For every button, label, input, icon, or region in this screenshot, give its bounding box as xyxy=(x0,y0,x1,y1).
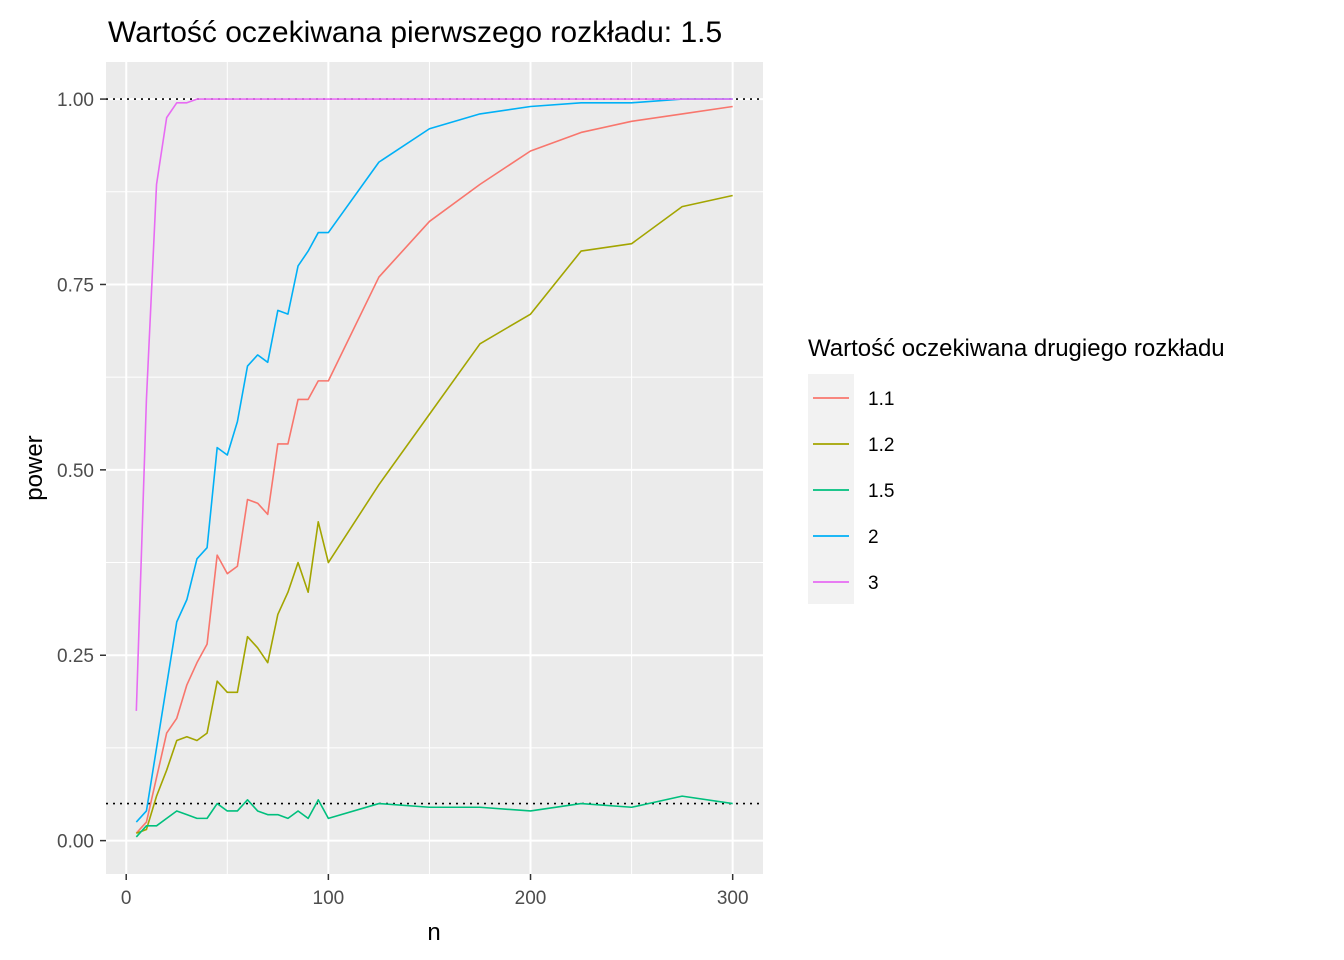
x-tick-label: 300 xyxy=(717,888,749,909)
minor-grid xyxy=(106,62,763,874)
y-axis-title: power xyxy=(21,435,48,500)
x-tick-label: 200 xyxy=(515,888,547,909)
legend-key-background xyxy=(808,374,854,604)
x-axis: 0 100 200 300 xyxy=(121,874,749,909)
y-tick-label: 0.75 xyxy=(57,275,94,296)
series-line-2 xyxy=(135,98,733,823)
series-line-1-5 xyxy=(135,795,733,838)
chart-title: Wartość oczekiwana pierwszego rozkładu: … xyxy=(108,16,722,49)
legend-label: 1.5 xyxy=(868,481,894,502)
y-tick-label: 0.50 xyxy=(57,461,94,482)
plot-panel xyxy=(106,62,763,874)
legend-label: 1.2 xyxy=(868,435,894,456)
x-tick-label: 0 xyxy=(121,888,132,909)
series-line-1-2 xyxy=(136,194,733,834)
series-line-1-1 xyxy=(135,105,733,834)
series-line-3 xyxy=(135,98,733,711)
legend-title: Wartość oczekiwana drugiego rozkładu xyxy=(808,335,1225,362)
legend: Wartość oczekiwana drugiego rozkładu 1.1… xyxy=(808,335,1225,604)
legend-label: 1.1 xyxy=(868,389,894,410)
series-lines xyxy=(135,98,733,838)
y-tick-label: 0.00 xyxy=(57,832,94,853)
legend-label: 2 xyxy=(868,527,879,548)
x-tick-label: 100 xyxy=(313,888,345,909)
y-axis: 0.00 0.25 0.50 0.75 1.00 xyxy=(57,90,106,853)
y-tick-label: 0.25 xyxy=(57,646,94,667)
legend-label: 3 xyxy=(868,573,879,594)
y-tick-label: 1.00 xyxy=(57,90,94,111)
x-axis-title: n xyxy=(427,919,440,946)
